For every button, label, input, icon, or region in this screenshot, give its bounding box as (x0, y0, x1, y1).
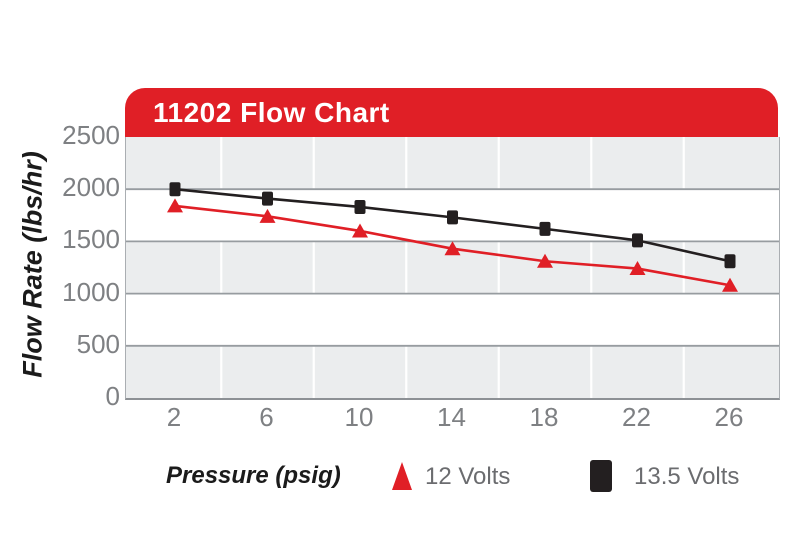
plot-band (126, 293, 779, 346)
y-tick-label: 1500 (62, 224, 120, 255)
plot-band (126, 345, 779, 398)
x-axis-title: Pressure (psig) (166, 462, 341, 489)
legend-square-marker-icon (590, 460, 612, 492)
legend-triangle-marker-icon (392, 462, 412, 490)
x-tick-label: 14 (437, 402, 466, 432)
x-tick-label: 6 (259, 402, 274, 432)
y-tick-label: 2000 (62, 172, 120, 203)
y-tick-label: 500 (76, 328, 120, 359)
legend-label-13-5-volts: 13.5 Volts (634, 463, 740, 490)
y-tick-label: 2500 (62, 120, 120, 150)
legend-label-12-volts: 12 Volts (425, 463, 511, 490)
x-tick-label: 10 (344, 402, 374, 432)
chart-title-bar: 11202 Flow Chart (125, 88, 778, 137)
plot-band (126, 137, 779, 190)
x-tick-label: 26 (714, 402, 744, 432)
chart-title: 11202 Flow Chart (153, 96, 390, 128)
x-tick-label: 2 (166, 402, 182, 432)
x-tick-label: 22 (622, 402, 651, 432)
x-tick-label: 18 (529, 402, 559, 432)
plot-area (125, 137, 780, 400)
line-chart (126, 137, 779, 398)
y-tick-label: 1000 (62, 276, 120, 307)
y-tick-label: 0 (105, 381, 120, 411)
